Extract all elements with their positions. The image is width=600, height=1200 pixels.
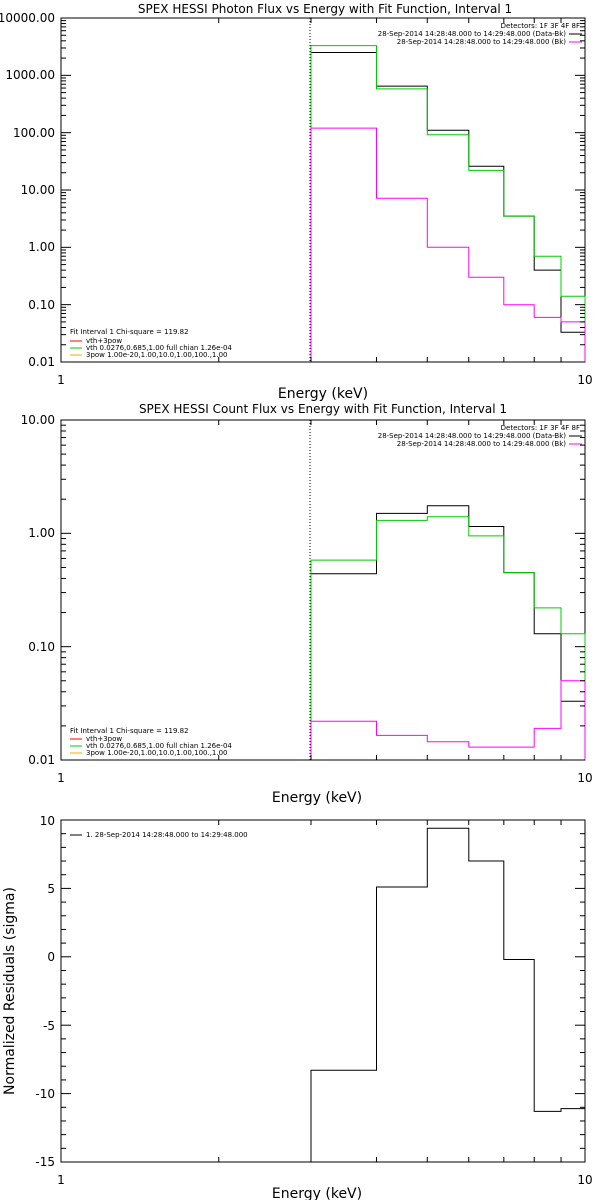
legend-vth-3pow: vth+3pow [86, 735, 122, 743]
tick-marks [61, 420, 585, 761]
y-tick-label: 0.10 [28, 640, 55, 654]
series-line-1 [310, 827, 585, 1162]
y-tick-label: 1.00 [28, 526, 55, 540]
x-axis-label: Energy (keV) [272, 1186, 362, 1200]
photon-flux-panel: SPEX HESSI Photon Flux vs Energy with Fi… [0, 2, 593, 402]
y-axis-label: Normalized Residuals (sigma) [2, 887, 18, 1095]
y-tick-label: 100.00 [13, 126, 55, 140]
y-tick-label: 10.00 [21, 413, 55, 427]
legend-detectors: Detectors: 1F 3F 4F 8F [501, 22, 580, 30]
y-tick-label: 10000.00 [0, 11, 55, 25]
count-flux-panel: SPEX HESSI Count Flux vs Energy with Fit… [21, 402, 593, 806]
x-tick-label: 10 [577, 1173, 592, 1187]
legend-vth: vth 0.0276,0.685,1.00 full chian 1.26e-0… [86, 344, 232, 352]
series-group [310, 45, 586, 362]
series-line-2 [310, 516, 586, 760]
residuals-panel: Energy (keV) Normalized Residuals (sigma… [2, 814, 593, 1200]
panel-title: SPEX HESSI Count Flux vs Energy with Fit… [139, 402, 507, 416]
y-tick-label: 0 [47, 950, 55, 964]
x-axis-label: Energy (keV) [272, 790, 362, 806]
series-group [310, 827, 585, 1162]
x-tick-label: 1 [57, 373, 65, 387]
x-tick-label: 1 [57, 771, 65, 785]
plot-frame [60, 419, 586, 761]
y-tick-label: -5 [43, 1019, 55, 1033]
y-tick-label: -10 [35, 1087, 55, 1101]
legend-3pow: 3pow 1.00e-20,1.00,10.0,1.00,100.,1.00 [86, 351, 228, 359]
y-tick-label: 5 [47, 882, 55, 896]
legend-residual: 1. 28-Sep-2014 14:28:48.000 to 14:29:48.… [86, 831, 248, 839]
y-tick-label: 0.10 [28, 298, 55, 312]
legend-data-minus-bk: 28-Sep-2014 14:28:48.000 to 14:29:48.000… [378, 432, 567, 440]
legend-fit-interval: Fit Interval 1 Chi-square = 119.82 [70, 727, 189, 735]
legend-vth: vth 0.0276,0.685,1.00 full chian 1.26e-0… [86, 742, 232, 750]
y-tick-label: 0.01 [28, 355, 55, 369]
plot-frame [60, 819, 586, 1163]
legend-data-minus-bk: 28-Sep-2014 14:28:48.000 to 14:29:48.000… [378, 30, 567, 38]
panel-title: SPEX HESSI Photon Flux vs Energy with Fi… [138, 2, 512, 16]
x-tick-label: 1 [57, 1173, 65, 1187]
y-tick-label: 1000.00 [5, 68, 55, 82]
legend-vth-3pow: vth+3pow [86, 337, 122, 345]
y-tick-label: 1.00 [28, 240, 55, 254]
x-tick-label: 10 [577, 373, 592, 387]
series-group [310, 505, 586, 760]
y-tick-label: 0.01 [28, 753, 55, 767]
legend-detectors: Detectors: 1F 3F 4F 8F [501, 424, 580, 432]
legend-fit-interval: Fit Interval 1 Chi-square = 119.82 [70, 328, 189, 336]
y-tick-label: 10 [40, 814, 55, 828]
tick-marks [61, 18, 585, 363]
tick-marks [61, 819, 585, 1163]
series-line-2 [310, 45, 586, 362]
series-line-3 [310, 680, 586, 760]
legend-background: 28-Sep-2014 14:28:48.000 to 14:29:48.000… [397, 38, 567, 46]
legend-background: 28-Sep-2014 14:28:48.000 to 14:29:48.000… [397, 440, 567, 448]
y-tick-label: 10.00 [21, 183, 55, 197]
y-tick-label: -15 [35, 1155, 55, 1169]
legend-3pow: 3pow 1.00e-20,1.00,10.0,1.00,100.,1.00 [86, 749, 228, 757]
series-line-3 [310, 127, 586, 362]
x-axis-label: Energy (keV) [278, 386, 368, 402]
x-tick-label: 10 [577, 771, 592, 785]
